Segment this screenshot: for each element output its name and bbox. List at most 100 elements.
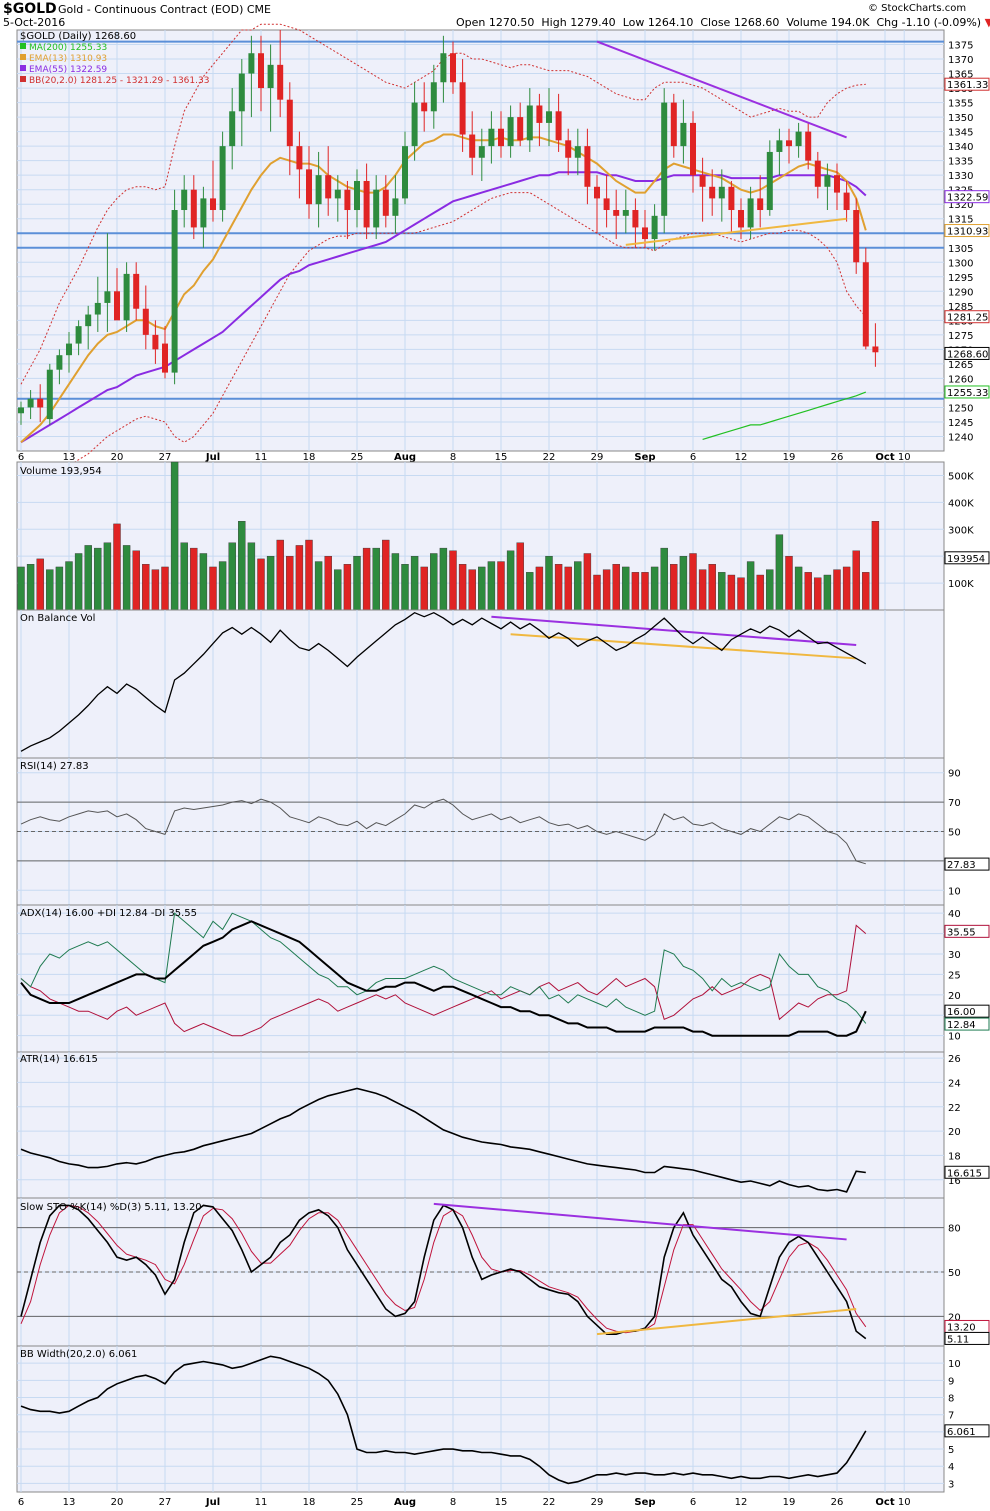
volume-bar	[420, 566, 428, 611]
volume-bar	[334, 569, 342, 611]
volume-bar	[65, 561, 73, 611]
candle-body	[469, 134, 476, 158]
price-tick-label: 1300	[948, 258, 973, 269]
volume-bar	[641, 572, 649, 611]
candle-body	[507, 117, 514, 147]
volume-bar	[113, 523, 121, 611]
candle-body	[718, 186, 725, 199]
high-label: High	[541, 16, 567, 29]
legend-swatch	[20, 54, 26, 60]
adx-panel-frame	[16, 904, 945, 1053]
date-tick-label: 26	[831, 452, 844, 463]
volume-bar	[622, 566, 630, 611]
bottom-date-tick-label: 12	[735, 1497, 748, 1508]
volume-bar	[487, 561, 496, 611]
price-tick-label: 1350	[948, 113, 973, 124]
atr-tick-label: 16	[948, 1176, 961, 1187]
volume-bar	[727, 574, 736, 611]
bb-lower-band	[20, 192, 867, 481]
bottom-date-tick-label: Jul	[205, 1497, 220, 1508]
date-tick-label: 18	[303, 452, 316, 463]
volume-tick-label: 100K	[948, 579, 974, 590]
price-legend-entry: EMA(13) 1310.93	[29, 54, 107, 64]
adx-value-tag: 12.84	[947, 1020, 976, 1031]
price-value-tag-box	[944, 310, 990, 324]
candle-body	[200, 198, 207, 228]
volume-bar	[55, 566, 64, 611]
candle-body	[133, 273, 140, 309]
price-tick-label: 1365	[948, 70, 973, 81]
candle-body	[277, 64, 284, 100]
adx-tick-label: 30	[948, 950, 961, 961]
date-tick-label: 22	[543, 452, 556, 463]
candle-body	[210, 198, 216, 211]
volume-bar	[516, 542, 524, 611]
date-tick-label: 8	[450, 452, 456, 463]
volume-bar	[650, 566, 659, 611]
purple-trendline	[596, 40, 847, 139]
volume-bar	[564, 566, 572, 611]
price-tick-label: 1320	[948, 200, 973, 211]
date-tick-label: 19	[783, 452, 796, 463]
date-tick-label: Oct	[875, 452, 894, 463]
sto-panel-frame	[16, 1197, 945, 1347]
bottom-date-tick-label: 18	[303, 1497, 316, 1508]
price-tick-label: 1315	[948, 215, 973, 226]
price-value-tag-box	[944, 77, 990, 91]
candle-body	[690, 122, 696, 176]
bbwidth-tick-label: 7	[948, 1411, 954, 1422]
candle-body	[498, 128, 504, 147]
candle-body	[402, 146, 408, 199]
candle-body	[382, 189, 389, 216]
volume-bar	[574, 561, 582, 611]
candle-body	[171, 210, 178, 373]
price-value-tag-box	[944, 224, 990, 238]
candle-body	[344, 189, 351, 211]
price-value-tag: 1361.33	[947, 80, 988, 91]
volume-bar	[545, 555, 553, 611]
volume-bar	[36, 558, 44, 611]
candle-body	[536, 105, 543, 123]
orange-trendline	[596, 1308, 857, 1336]
candle-body	[814, 160, 821, 187]
change-down-icon: ▼	[984, 16, 990, 29]
candle-body	[517, 117, 524, 141]
candle-body	[632, 210, 639, 228]
volume-bar	[766, 569, 774, 611]
volume-bar	[190, 547, 198, 611]
volume-bar	[410, 555, 419, 611]
volume-bar	[583, 553, 592, 611]
price-tick-label: 1250	[948, 403, 973, 414]
chart-symbol: $GOLD	[3, 1, 57, 17]
date-tick-label: Jul	[205, 452, 220, 463]
volume-value: 194.0K	[830, 16, 870, 29]
volume-bar	[94, 547, 102, 611]
price-panel-frame	[16, 29, 945, 452]
candle-body	[267, 64, 274, 89]
bottom-date-tick-label: 20	[111, 1497, 124, 1508]
legend-swatch	[20, 43, 26, 49]
volume-bar	[142, 564, 150, 611]
volume-bar	[26, 564, 35, 611]
candle-body	[766, 151, 773, 211]
candle-body	[747, 198, 754, 228]
ma200-line	[702, 391, 867, 440]
bbwidth-tick-label: 5	[948, 1445, 954, 1456]
adx-value-tag-box	[944, 1017, 990, 1031]
rsi-line	[20, 798, 866, 865]
sto-value-tag-box	[944, 1319, 990, 1333]
price-value-tag-box	[944, 190, 990, 204]
price-tick-label: 1305	[948, 244, 973, 255]
sto-value-tag: 5.11	[947, 1334, 969, 1345]
volume-tick-label: 300K	[948, 525, 974, 536]
price-tick-label: 1325	[948, 186, 973, 197]
volume-bar	[84, 545, 92, 611]
atr-value-tag: 16.615	[947, 1168, 982, 1179]
adx-value-tag-box	[944, 1004, 990, 1018]
volume-bar	[382, 539, 390, 611]
volume-bar	[391, 553, 400, 611]
candle-body	[104, 291, 111, 303]
price-tick-label: 1260	[948, 374, 973, 385]
volume-bar	[324, 555, 332, 611]
legend-swatch	[20, 65, 26, 71]
